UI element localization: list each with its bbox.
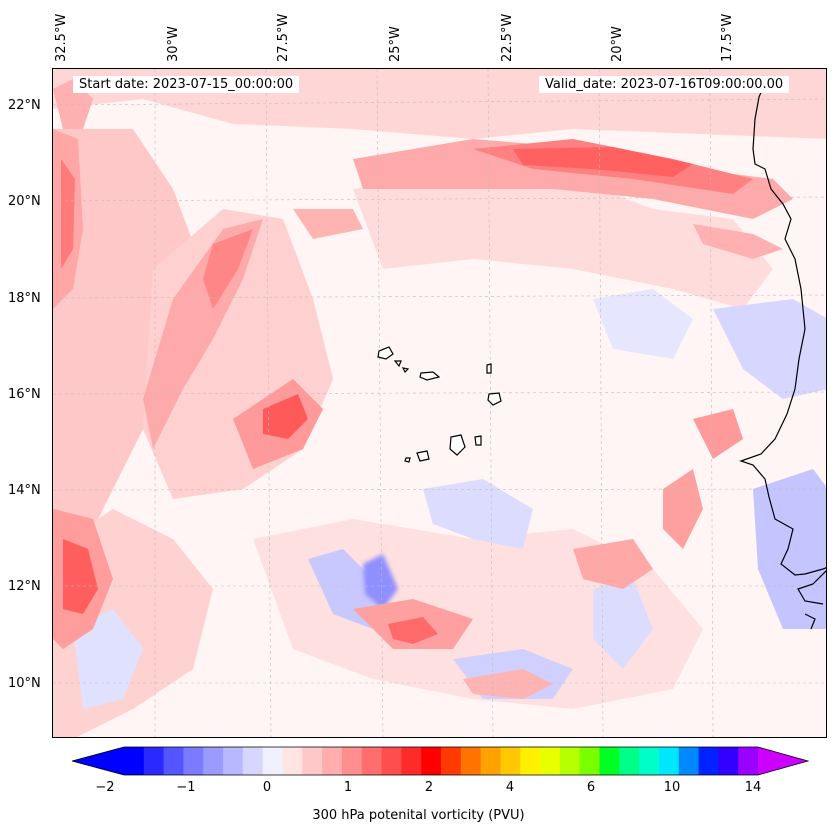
colorbar-swatch [401, 747, 422, 775]
colorbar-outline [72, 746, 810, 776]
colorbar-tick-label: 0 [262, 780, 272, 795]
colorbar-title: 300 hPa potenital vorticity (PVU) [312, 808, 525, 823]
graticule [53, 69, 826, 737]
colorbar-swatch [579, 747, 600, 775]
colorbar-swatch [559, 747, 581, 775]
coastline [739, 82, 826, 630]
cape-verde-islands [377, 346, 502, 463]
colorbar-swatch [223, 747, 244, 775]
colorbar-swatch [322, 747, 343, 775]
pv-map-panel [52, 68, 827, 738]
colorbar-swatch [163, 747, 184, 775]
colorbar-swatch [143, 747, 165, 775]
colorbar-tick-label: 6 [586, 780, 596, 795]
colorbar-tick-label: 1 [343, 780, 353, 795]
colorbar-swatch [738, 747, 759, 775]
lat-label: 18°N [8, 291, 41, 306]
colorbar-tick-label: 2 [424, 780, 434, 795]
colorbar-swatch [341, 747, 363, 775]
colorbar-swatch [381, 747, 402, 775]
colorbar-swatch [678, 747, 700, 775]
colorbar-extend-max [758, 747, 808, 775]
pv-contour-fill [53, 69, 826, 737]
colorbar-tick-label: 4 [505, 780, 515, 795]
lat-label: 12°N [8, 579, 41, 594]
colorbar-swatch [500, 747, 521, 775]
colorbar-swatch [698, 747, 719, 775]
lon-label: 25°W [388, 26, 403, 62]
lon-label: 17.5°W [720, 13, 735, 62]
colorbar-tick-label: −2 [95, 780, 115, 795]
colorbar-swatch [619, 747, 640, 775]
start-date-label: Start date: 2023-07-15_00:00:00 [73, 76, 300, 93]
colorbar-swatch [262, 747, 283, 775]
colorbar-swatch [658, 747, 680, 775]
colorbar-swatch [718, 747, 739, 775]
colorbar-swatch [480, 747, 501, 775]
colorbar-swatch [421, 747, 442, 775]
colorbar-swatch [639, 747, 660, 775]
colorbar-swatch [282, 747, 303, 775]
colorbar-swatch [183, 747, 204, 775]
lon-label: 27.5°W [276, 13, 291, 62]
lat-label: 14°N [8, 483, 41, 498]
colorbar-swatch [460, 747, 482, 775]
colorbar-tick-label: −1 [176, 780, 196, 795]
pv-field-plot [53, 69, 826, 737]
lon-label: 32.5°W [54, 13, 69, 62]
colorbar-swatch [361, 747, 383, 775]
colorbar-swatch [242, 747, 264, 775]
colorbar-swatch [520, 747, 541, 775]
colorbar-swatch [540, 747, 561, 775]
lon-label: 22.5°W [500, 13, 515, 62]
lat-label: 16°N [8, 387, 41, 402]
colorbar-extend-min [72, 747, 124, 775]
colorbar-tick-label: 10 [663, 780, 681, 795]
lon-label: 20°W [610, 26, 625, 62]
lat-label: 20°N [8, 194, 41, 209]
lat-label: 10°N [8, 676, 41, 691]
colorbar-swatch [441, 747, 462, 775]
colorbar-swatch [124, 747, 145, 775]
colorbar-swatch [599, 747, 620, 775]
lat-label: 22°N [8, 98, 41, 113]
valid-date-label: Valid_date: 2023-07-16T09:00:00.00 [539, 76, 790, 93]
colorbar-swatch [203, 747, 224, 775]
colorbar-swatch [302, 747, 323, 775]
colorbar [72, 746, 810, 776]
lon-label: 30°W [166, 26, 181, 62]
colorbar-tick-label: 14 [744, 780, 762, 795]
